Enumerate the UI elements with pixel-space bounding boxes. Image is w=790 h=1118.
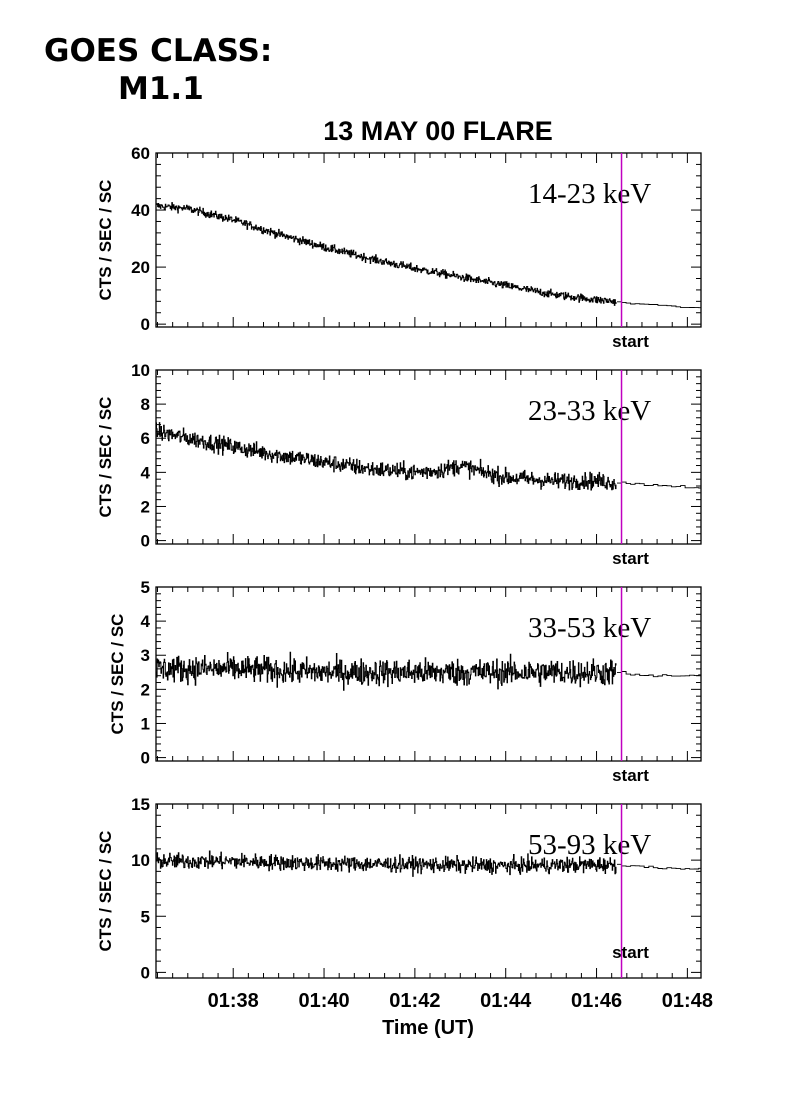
x-tick-label: 01:38 [208, 990, 259, 1012]
y-axis-label: CTS / SEC / SC [96, 397, 115, 518]
y-tick-label: 1 [141, 714, 150, 733]
x-tick-label: 01:48 [662, 990, 713, 1012]
y-axis-label: CTS / SEC / SC [108, 614, 127, 735]
y-tick-label: 0 [141, 532, 150, 551]
y-tick-label: 60 [131, 144, 150, 163]
y-tick-label: 0 [141, 963, 150, 982]
panel-3: 0 1 2 3 4 5 CTS / SEC / SC 33-53 keV start [108, 578, 702, 785]
y-tick-label: 10 [131, 851, 150, 870]
goes-class-label: GOES CLASS: [44, 33, 273, 69]
y-tick-label: 8 [141, 395, 150, 414]
y-tick-label: 10 [131, 361, 150, 380]
series-line-post [617, 481, 701, 489]
x-tick-label: 01:42 [389, 990, 440, 1012]
y-tick-label: 0 [141, 749, 150, 768]
x-axis-label: Time (UT) [382, 1017, 474, 1039]
band-label: 33-53 keV [528, 612, 651, 644]
plot-frame [155, 803, 702, 979]
y-tick-label: 5 [141, 578, 150, 597]
panel-1: 0 20 40 60 CTS / SEC / SC 14-23 keV start [96, 144, 702, 351]
series-line-post [617, 863, 701, 870]
series-line-post [617, 671, 701, 678]
series-line-pre [156, 651, 617, 691]
y-tick-label: 4 [141, 612, 151, 631]
y-tick-label: 2 [141, 497, 150, 516]
x-axis-tick-labels: 01:38 01:40 01:42 01:44 01:46 01:48 [208, 990, 713, 1012]
y-tick-label: 5 [141, 907, 150, 926]
x-tick-label: 01:40 [298, 990, 349, 1012]
start-marker-label: start [612, 549, 649, 568]
band-label: 23-33 keV [528, 395, 651, 427]
band-label: 53-93 keV [528, 829, 651, 861]
plot-frame [155, 152, 702, 328]
plot-frame [155, 369, 702, 545]
x-tick-label: 01:44 [480, 990, 532, 1012]
y-tick-label: 15 [131, 795, 150, 814]
series-line-pre [156, 850, 617, 877]
start-marker-label: start [612, 943, 649, 962]
y-tick-label: 2 [141, 680, 150, 699]
y-tick-label: 6 [141, 429, 150, 448]
panel-2: 0 2 4 6 8 10 CTS / SEC / SC 23-33 keV start [96, 361, 702, 568]
y-tick-label: 20 [131, 258, 150, 277]
series-line-pre [156, 422, 617, 491]
y-tick-label: 0 [141, 315, 150, 334]
chart-title: 13 MAY 00 FLARE [323, 116, 553, 146]
x-tick-label: 01:46 [571, 990, 622, 1012]
panel-4: 0 5 10 15 CTS / SEC / SC 53-93 keV start [96, 795, 702, 982]
start-marker-label: start [612, 332, 649, 351]
start-marker-label: start [612, 766, 649, 785]
y-tick-label: 40 [131, 201, 150, 220]
y-axis-label: CTS / SEC / SC [96, 180, 115, 301]
y-tick-label: 4 [141, 463, 151, 482]
y-tick-label: 3 [141, 646, 150, 665]
y-axis-label: CTS / SEC / SC [96, 831, 115, 952]
band-label: 14-23 keV [528, 178, 651, 210]
series-line-post [617, 301, 701, 309]
series-line-pre [156, 202, 617, 306]
goes-class-value: M1.1 [118, 71, 204, 107]
